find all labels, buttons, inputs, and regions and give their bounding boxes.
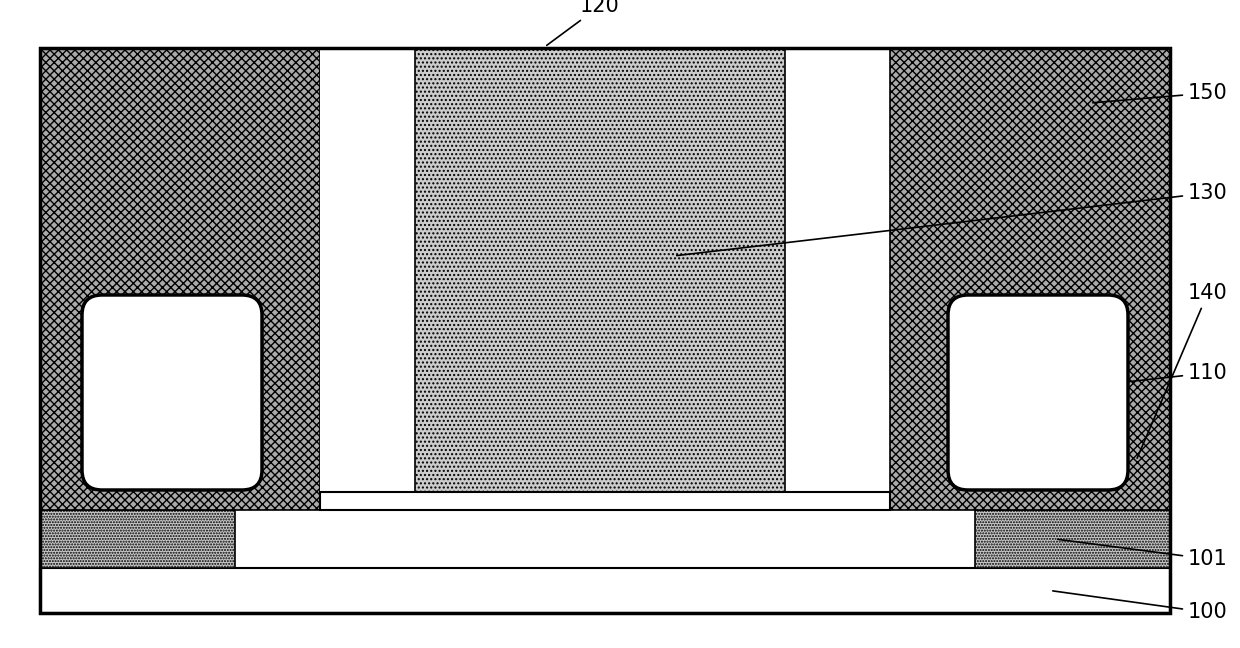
Text: 130: 130 bbox=[677, 183, 1228, 255]
Text: 100: 100 bbox=[1053, 591, 1228, 623]
Bar bbox=[785, 48, 810, 510]
Bar bbox=[320, 48, 345, 510]
Text: 110: 110 bbox=[1032, 363, 1228, 392]
Bar bbox=[975, 510, 1171, 568]
Bar bbox=[40, 48, 1171, 613]
Text: 120: 120 bbox=[547, 0, 620, 45]
FancyBboxPatch shape bbox=[82, 295, 262, 490]
Bar bbox=[40, 510, 236, 568]
Text: 150: 150 bbox=[1092, 83, 1228, 103]
Text: 140: 140 bbox=[1137, 283, 1228, 458]
Bar bbox=[890, 48, 1171, 510]
Bar bbox=[40, 48, 1171, 613]
Bar bbox=[320, 492, 890, 510]
Text: 101: 101 bbox=[1058, 539, 1228, 569]
Bar bbox=[40, 568, 1171, 613]
Bar bbox=[415, 48, 785, 510]
Bar bbox=[40, 48, 320, 510]
FancyBboxPatch shape bbox=[949, 295, 1128, 490]
